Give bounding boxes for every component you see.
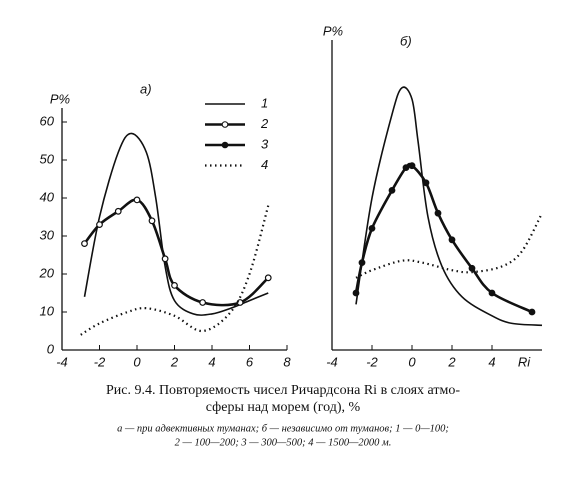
caption-note: а — при адвективных туманах; б — независ… <box>117 423 449 434</box>
x-tick-label: 2 <box>447 354 456 369</box>
data-point <box>96 221 103 229</box>
series-line <box>354 162 533 314</box>
legend-label: 1 <box>261 95 268 110</box>
x-tick-label: 2 <box>170 354 179 369</box>
y-tick-label: 60 <box>40 113 55 128</box>
series-line <box>355 86 543 327</box>
data-point <box>161 255 169 263</box>
y-tick-label: 10 <box>40 303 55 318</box>
data-point <box>388 186 396 194</box>
series-line <box>355 212 543 279</box>
caption-note: 2 — 100—200; 3 — 300—500; 4 — 1500—2000 … <box>175 437 392 448</box>
data-point <box>236 299 244 306</box>
x-tick-label: -4 <box>326 354 338 369</box>
data-point <box>171 282 178 289</box>
y-tick-label: 40 <box>40 189 55 204</box>
series-line <box>83 198 270 307</box>
data-point <box>352 289 360 297</box>
y-tick-label: 50 <box>40 151 55 166</box>
data-point <box>528 308 536 316</box>
data-point <box>114 207 122 215</box>
data-point <box>368 224 376 232</box>
legend-label: 2 <box>260 116 269 131</box>
panel-label: б) <box>400 33 412 48</box>
x-tick-label: -2 <box>366 354 378 369</box>
data-point <box>264 274 272 282</box>
data-point <box>148 217 156 225</box>
x-tick-label: -4 <box>56 354 68 369</box>
legend-marker <box>221 121 229 128</box>
series-line <box>80 205 270 336</box>
data-point <box>402 164 410 172</box>
data-point <box>81 240 88 248</box>
legend-label: 4 <box>261 157 268 172</box>
data-point <box>358 259 366 267</box>
y-axis-label: Р% <box>323 23 343 38</box>
legend-marker <box>221 141 229 149</box>
y-axis-label: Р% <box>50 91 70 106</box>
data-point <box>468 264 476 272</box>
caption-line: сферы над морем (год), % <box>206 400 361 415</box>
x-tick-label: 0 <box>408 354 416 369</box>
x-tick-label: 0 <box>133 354 141 369</box>
x-tick-label: 8 <box>283 354 291 369</box>
panel-label: а) <box>140 81 152 96</box>
data-point <box>199 299 207 306</box>
x-tick-label: -2 <box>94 354 106 369</box>
data-point <box>488 289 496 297</box>
x-axis-label: Ri <box>518 354 531 369</box>
caption-line: Рис. 9.4. Повторяемость чисел Ричардсона… <box>106 383 460 398</box>
y-tick-label: 20 <box>39 265 55 280</box>
x-tick-label: 4 <box>208 354 215 369</box>
y-tick-label: 0 <box>47 341 55 356</box>
x-tick-label: 6 <box>246 354 254 369</box>
y-tick-label: 30 <box>40 227 55 242</box>
legend-label: 3 <box>261 136 269 151</box>
data-point <box>434 209 442 217</box>
data-point <box>448 236 456 244</box>
data-point <box>422 179 430 187</box>
data-point <box>133 196 141 204</box>
data-point <box>408 162 416 170</box>
x-tick-label: 4 <box>488 354 495 369</box>
